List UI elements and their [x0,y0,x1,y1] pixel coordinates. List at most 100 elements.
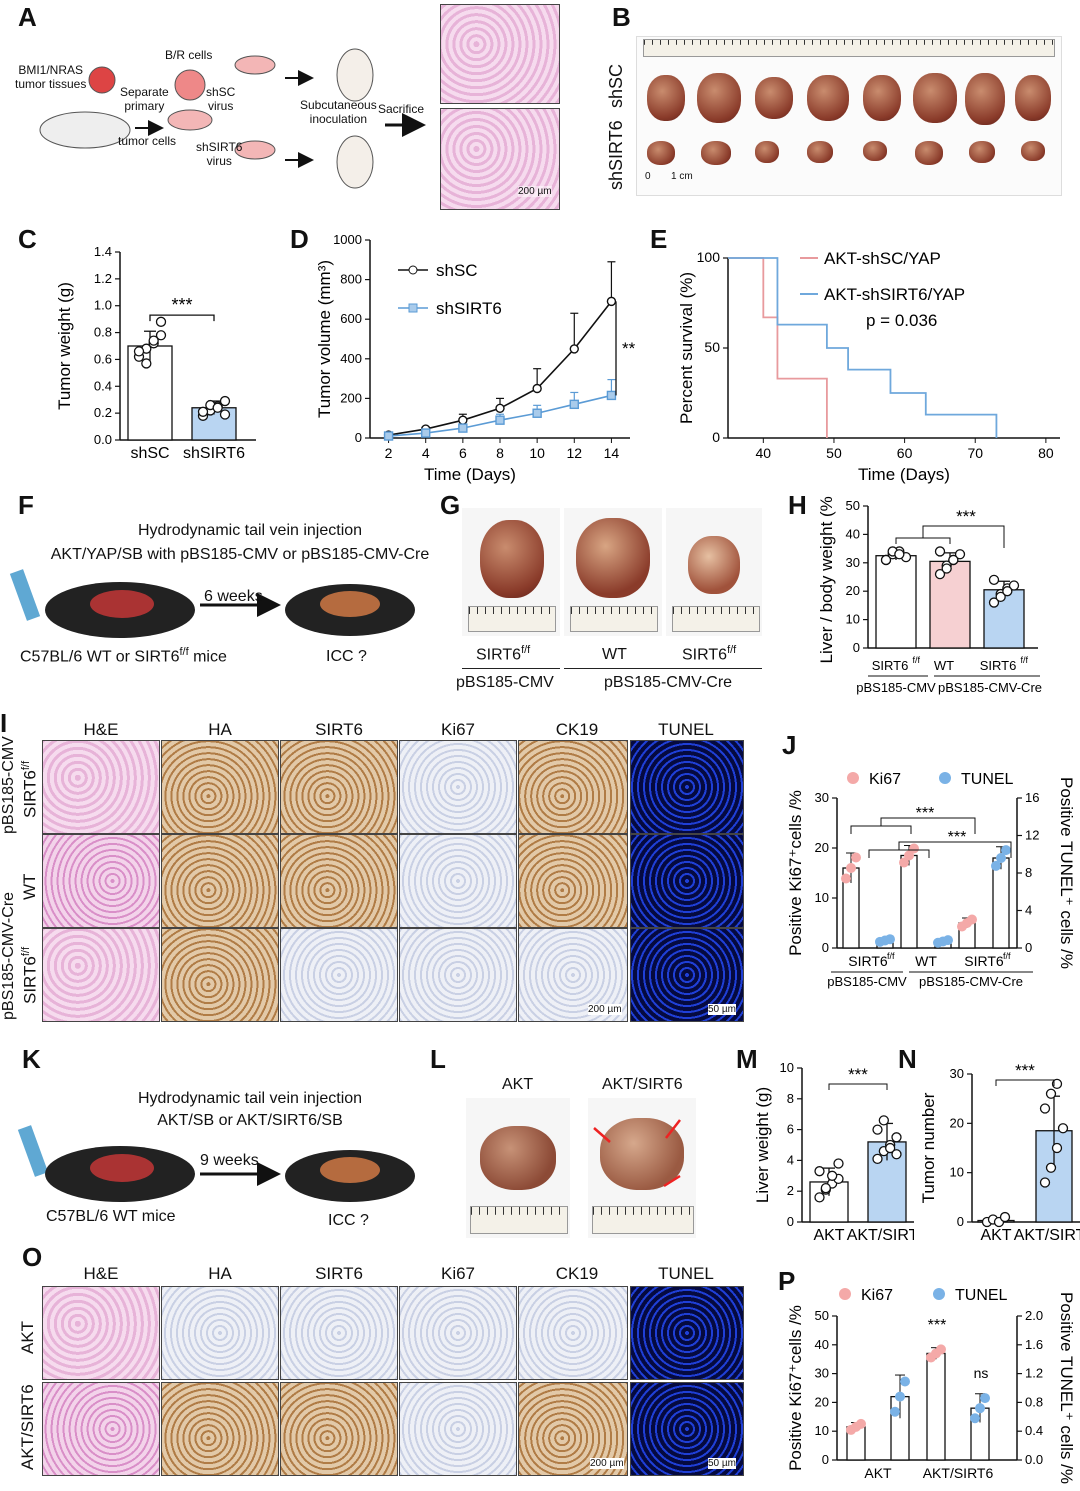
legend-marker [847,772,859,784]
a-sacrifice-label: Sacrifice [378,102,425,116]
x-tick-label: 14 [604,445,620,461]
data-point [1051,1142,1063,1154]
x-tick-label: 40 [756,445,772,461]
legend-label: AKT-shSC/YAP [824,249,941,268]
y-tick-label: 40 [846,526,860,541]
y-tick-label: 40 [815,1337,829,1352]
data-point [996,853,1006,863]
a-shsc-virus-label: shSC virus [206,85,236,113]
panel-a-schematic: BMI1/NRAS tumor tissues Separate primary… [0,0,600,220]
data-point [833,1158,844,1169]
y-tick-label: 20 [815,1394,829,1409]
y-axis-label: Positive Ki67⁺cells /% [786,1305,805,1471]
data-point [872,1124,883,1135]
o-tile [42,1286,160,1380]
x-tick-sup: f/f [887,951,895,961]
panel-label-o: O [22,1242,43,1272]
data-point [1002,586,1013,597]
y-tick-label: 16 [1025,790,1039,805]
y-axis-label: Percent survival (%) [677,272,696,424]
y-tick-label: 1000 [333,232,362,247]
y-tick-label: 4 [1025,903,1032,918]
i-tile [161,928,279,1022]
o-scale-200: 200 µm [590,1458,624,1469]
k-line1: Hydrodynamic tail vein injection [137,1090,363,1107]
f-line1: Hydrodynamic tail vein injection [137,522,363,539]
i-scale-50: 50 µm [708,1004,736,1015]
i-tile [518,834,628,928]
dish-icon [167,109,213,131]
y-tick-label: 50 [704,339,720,355]
data-point [606,390,617,401]
data-point [991,860,1001,871]
y-tick-label: 1.6 [1025,1337,1043,1352]
data-point [885,934,895,945]
data-point [872,1153,883,1165]
data-point [934,569,946,580]
panel-label-k: K [22,1044,41,1074]
l-arrows [593,1119,681,1188]
f-weeks: 6 weeks [204,588,263,605]
i-col-0: H&E [83,720,119,739]
l-photo-akt [466,1098,570,1238]
arrow-icon [663,1174,681,1188]
legend-label: TUNEL [955,1287,1008,1304]
legend-marker [939,772,951,784]
chart-c-tumor-weight: 0.0 0.2 0.4 0.6 0.8 1.0 1.2 1.4 Tumor weight (g)… [55,244,256,462]
panel-label-b: B [612,2,631,32]
g-group-1-text: SIRT6 [476,646,522,664]
i-row-3: SIRT6f/f [20,947,41,1004]
i-col-5: TUNEL [658,720,714,739]
data-point [133,346,145,357]
y-tick-label: 6 [787,1122,794,1137]
o-row-akt: AKT [18,1320,37,1354]
g-group-3: SIRT6f/f [682,644,736,664]
x-tick-label: AKT [980,1227,1011,1244]
i-tile [42,834,160,928]
x-tick-label: 8 [496,445,504,461]
g-group-1: SIRT6f/f [476,644,530,664]
b-tumor-shsc [647,75,685,121]
data-point [988,574,1000,585]
y-tick-label: 0 [853,640,860,655]
data-point [155,316,167,327]
y-tick-label: 0 [822,1452,829,1467]
i-row-1: SIRT6f/f [20,761,41,818]
y-tick-label: 0.4 [94,378,112,393]
i-tile [630,834,744,928]
data-point [820,1182,831,1194]
panel-a-svg [39,48,426,189]
y-axis-label: Liver / body weight (%) [817,496,836,663]
legend-label: shSC [436,261,478,280]
data-point [999,1211,1011,1223]
x-tick-label: SIRT6 [872,658,909,673]
sig-bracket [922,525,1005,548]
y-tick-label: 2 [787,1183,794,1198]
i-tile [518,740,628,834]
sig-label: *** [916,805,935,822]
g-divider-1 [462,668,560,669]
o-col-0: H&E [83,1264,119,1283]
i-tile [399,740,517,834]
panel-k-schematic: Hydrodynamic tail vein injection AKT/SB … [0,1080,430,1240]
data-point [941,563,952,574]
y-tick-label: 0.8 [1025,1394,1043,1409]
sig-label: *** [171,295,192,315]
x-tick-label: 60 [897,445,913,461]
dish-shsirt6-icon [234,140,276,160]
panel-label-e: E [650,224,668,254]
panel-b-photo: 0 1 cm [636,36,1062,196]
sig-bracket [898,841,1012,858]
data-point [878,1115,889,1126]
i-col-4: CK19 [555,720,599,739]
y-axis-label: Liver weight (g) [754,1087,772,1203]
y-tick-label: 0 [712,429,720,445]
a-histo-shsc [440,4,560,104]
i-scale-200: 200 µm [588,1004,622,1015]
o-scale-50: 50 µm [708,1458,736,1469]
data-point [532,408,542,418]
y-axis-label: Positive Ki67⁺cells /% [786,790,805,956]
g-group-3-text: SIRT6 [682,646,728,664]
y-tick-label: 1.0 [94,298,112,313]
